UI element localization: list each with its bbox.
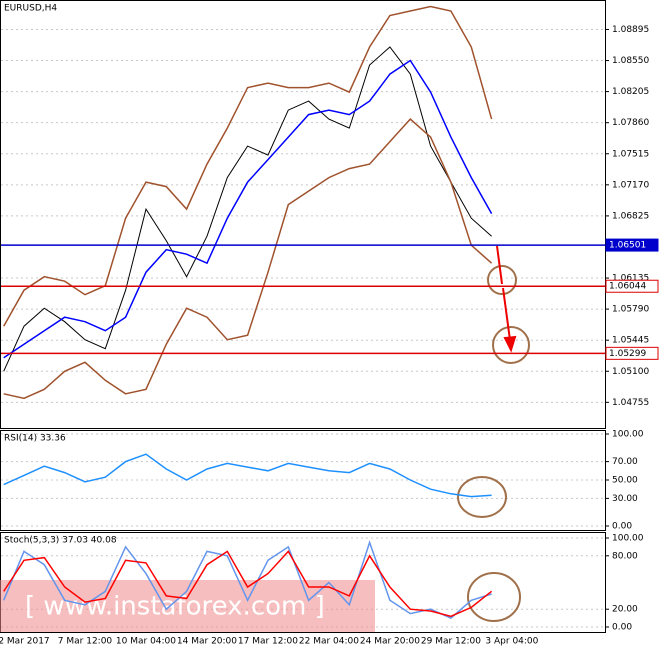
x-tick-label: 22 Mar 04:00 [299, 637, 359, 647]
series-line [3, 59, 493, 359]
y-tick-label: 1.07170 [612, 180, 649, 190]
y-tick-label: 1.08895 [612, 25, 649, 35]
annotations [457, 265, 530, 622]
circle [457, 476, 507, 518]
series-line [3, 46, 492, 372]
level-label-box [605, 238, 659, 252]
y-tick-label: 1.08550 [612, 56, 649, 66]
level-label-box [605, 346, 659, 360]
x-tick-label: 7 Mar 12:00 [58, 637, 113, 647]
chart-title: EURUSD,H4 [4, 4, 57, 14]
y-tick-label: 1.07860 [612, 118, 649, 128]
circle [467, 572, 521, 622]
x-tick-label: 24 Mar 20:00 [360, 637, 420, 647]
y-tick-label: 1.06825 [612, 211, 649, 221]
level-label: 1.06501 [609, 241, 646, 251]
y-tick-label: 0.00 [612, 522, 632, 532]
y-tick-label: 50.00 [612, 476, 638, 486]
series-line [3, 118, 493, 400]
y-tick-label: 70.00 [612, 457, 638, 467]
y-tick-label: 20.00 [612, 605, 638, 615]
stoch-title: Stoch(5,3,3) 37.03 40.08 [4, 536, 117, 546]
y-tick-label: 1.08205 [612, 87, 649, 97]
y-tick-label: 30.00 [612, 494, 638, 504]
series-line [3, 453, 492, 498]
y-tick-label: 1.05445 [612, 336, 649, 346]
x-tick-label: 2 Mar 2017 [0, 637, 50, 647]
series-line [3, 5, 493, 327]
x-tick-label: 10 Mar 04:00 [116, 637, 176, 647]
arrow [502, 287, 511, 341]
level-label-box [605, 279, 659, 293]
arrow [496, 245, 503, 285]
arrows [496, 245, 517, 353]
y-tick-label: 1.05790 [612, 305, 649, 315]
y-tick-label: 1.04755 [612, 398, 649, 408]
y-tick-label: 0.00 [612, 623, 632, 633]
x-tick-label: 29 Mar 12:00 [421, 637, 481, 647]
y-tick-label: 100.00 [612, 430, 644, 440]
series-line [3, 540, 492, 619]
y-tick-label: 1.05100 [612, 367, 649, 377]
arrow-head [503, 335, 517, 353]
series-line [3, 550, 493, 618]
y-tick-label: 80.00 [612, 551, 638, 561]
y-tick-label: 1.06135 [612, 274, 649, 284]
x-tick-label: 14 Mar 20:00 [177, 637, 237, 647]
level-label: 1.05299 [609, 349, 646, 359]
x-tick-label: 3 Apr 04:00 [485, 637, 538, 647]
circle [492, 326, 530, 364]
x-tick-label: 17 Mar 12:00 [238, 637, 298, 647]
watermark: [ www.instaforex.com ] [25, 592, 325, 622]
circle [487, 265, 517, 295]
y-tick-label: 1.07515 [612, 149, 649, 159]
price-panel [0, 0, 606, 429]
y-tick-label: 100.00 [612, 534, 644, 544]
level-label: 1.06044 [609, 282, 646, 292]
rsi-title: RSI(14) 33.36 [4, 434, 66, 444]
